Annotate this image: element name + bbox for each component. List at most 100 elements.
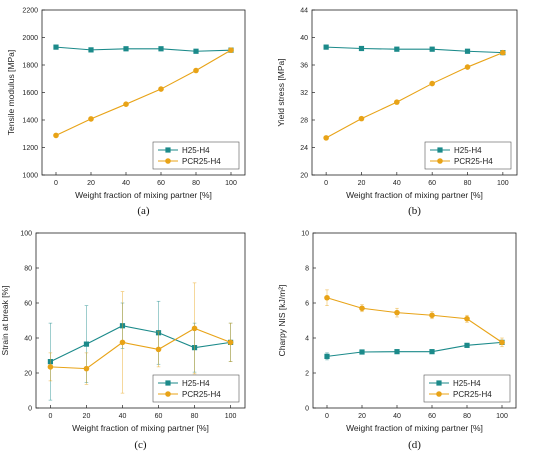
y-tick-label: 2 (305, 371, 309, 378)
y-tick-label: 60 (24, 301, 32, 308)
legend-box (423, 374, 511, 403)
data-point (47, 364, 54, 370)
series-line (55, 49, 232, 136)
chart-4: 0 20 40 60 80 100 0 2 4 6 8 10 Weight fraction of mi… (277, 231, 517, 451)
x-tick-label: 0 (325, 413, 329, 420)
x-tick-label: 0 (48, 413, 52, 420)
y-tick-label: 1600 (22, 90, 38, 97)
y-tick-label: 24 (300, 145, 308, 152)
y-tick-label: 40 (300, 35, 308, 42)
legend-marker (436, 391, 442, 397)
data-point (394, 46, 400, 52)
x-tick-label: 20 (83, 413, 91, 420)
legend-entry: PCR25-H4 (182, 390, 221, 399)
series-line (325, 52, 504, 139)
y-tick-label: 0 (28, 406, 32, 413)
data-point (429, 349, 435, 355)
y-tick-label: 6 (305, 301, 309, 308)
legend-entry: H25-H4 (182, 379, 210, 388)
y-tick-label: 100 (20, 231, 32, 238)
series-line (55, 46, 232, 52)
legend-entry: H25-H4 (182, 146, 210, 155)
data-point (324, 294, 330, 301)
legend-box (152, 374, 240, 403)
x-tick-label: 60 (155, 413, 163, 420)
data-point (359, 305, 365, 312)
legend-entry: PCR25-H4 (182, 157, 221, 166)
series-line (50, 325, 231, 363)
legend-entry: PCR25-H4 (453, 390, 492, 399)
x-tick-label: 0 (324, 180, 328, 187)
y-tick-label: 8 (305, 266, 309, 273)
data-point (158, 86, 164, 92)
data-point (394, 349, 400, 355)
data-point (394, 309, 400, 316)
y-tick-label: 2200 (22, 8, 38, 15)
data-point (500, 49, 506, 56)
series-H25-H4 (53, 44, 234, 54)
series-PCR25-H4 (324, 289, 505, 348)
panel-label: (c) (134, 439, 147, 451)
x-tick-label: 80 (192, 180, 200, 187)
y-tick-label: 1000 (22, 173, 38, 180)
x-tick-label: 60 (428, 180, 436, 187)
data-point (193, 48, 199, 54)
y-tick-label: 40 (24, 336, 32, 343)
legend-marker (165, 147, 171, 153)
y-tick-label: 80 (24, 266, 32, 273)
series-line (326, 297, 503, 343)
x-tick-label: 40 (393, 180, 401, 187)
series-H25-H4 (324, 339, 505, 361)
x-tick-label: 60 (428, 413, 436, 420)
legend-marker (165, 391, 171, 397)
data-point (323, 135, 329, 141)
data-point (429, 312, 435, 319)
x-tick-label: 80 (463, 413, 471, 420)
panel-label: (d) (408, 439, 421, 451)
x-axis-label: Weight fraction of mixing partner [%] (75, 190, 212, 200)
y-tick-label: 1200 (22, 145, 38, 152)
series-H25-H4 (323, 44, 506, 56)
x-tick-label: 40 (122, 180, 130, 187)
legend-box (152, 141, 240, 170)
legend-entry: PCR25-H4 (454, 157, 493, 166)
data-point (83, 365, 90, 372)
legend-entry: H25-H4 (453, 379, 481, 388)
series-line (326, 341, 503, 357)
y-axis-label: Charpy NIS [kJ/m²] (277, 285, 287, 357)
data-point (464, 315, 470, 322)
legend-entry: H25-H4 (454, 146, 482, 155)
data-point (464, 48, 471, 54)
data-point (88, 116, 94, 122)
x-axis-label: Weight fraction of mixing partner [%] (346, 190, 483, 200)
series-PCR25-H4 (323, 49, 506, 141)
x-axis-label: Weight fraction of mixing partner [%] (346, 423, 483, 433)
x-tick-label: 80 (191, 413, 199, 420)
legend: H25-H4 PCR25-H4 (423, 374, 511, 403)
data-point (358, 45, 365, 52)
x-tick-label: 100 (225, 180, 237, 187)
data-point (324, 353, 330, 359)
x-tick-label: 20 (358, 180, 366, 187)
data-point (88, 47, 94, 53)
series-line (326, 46, 503, 54)
y-tick-label: 32 (300, 90, 308, 97)
legend-marker (165, 158, 171, 164)
y-tick-label: 44 (300, 8, 308, 15)
y-tick-label: 1800 (22, 63, 38, 70)
panel-label: (a) (137, 205, 150, 217)
y-tick-label: 2000 (22, 35, 38, 42)
data-point (83, 341, 90, 347)
data-point (193, 67, 199, 74)
y-axis-label: Tensile modulus [MPa] (6, 50, 16, 136)
data-point (429, 46, 435, 52)
legend-box (424, 141, 512, 170)
x-tick-label: 20 (358, 413, 366, 420)
plot-frame (312, 232, 517, 409)
legend-marker (165, 380, 171, 386)
chart-1: 0 20 40 60 80 100 1000 1200 1400 1600 1800 2000 2200… (6, 8, 246, 217)
legend-marker (437, 147, 443, 153)
panel-label: (b) (408, 205, 421, 217)
chart-3: 0 20 40 60 80 100 0 20 40 60 80 100 Weight fraction … (0, 231, 246, 451)
